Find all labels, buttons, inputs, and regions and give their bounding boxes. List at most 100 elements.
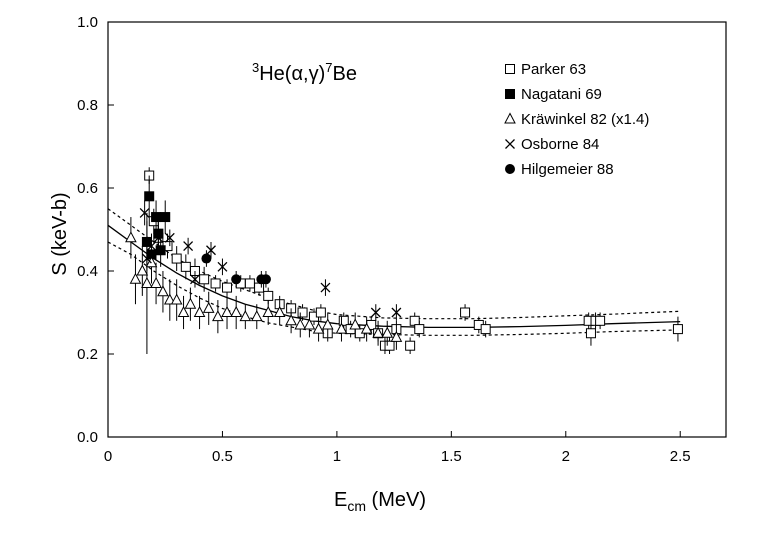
y-tick-label: 0.0 <box>77 429 98 446</box>
lower-band <box>107 241 681 336</box>
data-point <box>321 318 334 330</box>
data-point <box>177 305 190 317</box>
data-point <box>141 276 153 288</box>
data-point <box>414 324 425 335</box>
data-point <box>217 261 228 272</box>
series-kr-winkel-82-x1-4 <box>125 212 403 354</box>
data-point <box>125 231 137 243</box>
data-point <box>349 318 362 330</box>
y-tick-label: 0.8 <box>77 97 98 114</box>
legend-marker <box>504 112 516 124</box>
data-point <box>144 191 155 202</box>
data-point <box>391 307 402 318</box>
legend-label: Osborne 84 <box>521 136 599 153</box>
data-point <box>320 282 331 293</box>
legend-label: Hilgemeier 88 <box>521 161 614 178</box>
data-point <box>409 315 420 326</box>
data-point <box>157 285 169 297</box>
y-tick-label: 1.0 <box>77 14 98 31</box>
y-tick-label: 0.2 <box>77 346 98 363</box>
data-point <box>244 278 255 289</box>
data-point <box>184 297 197 309</box>
data-point <box>254 282 265 293</box>
plot-frame <box>107 21 727 438</box>
data-point <box>160 212 171 223</box>
data-point <box>294 318 307 330</box>
data-point <box>151 212 162 223</box>
legend-label: Nagatani 69 <box>521 86 602 103</box>
data-point <box>146 241 157 252</box>
data-point <box>239 310 252 322</box>
y-tick-label: 0.4 <box>77 263 98 280</box>
data-point <box>231 274 242 285</box>
series-hilgemeier-88 <box>201 250 271 288</box>
x-tick-label: 1 <box>333 448 341 465</box>
data-point <box>460 307 471 318</box>
data-point <box>221 305 233 317</box>
data-point <box>139 207 150 218</box>
data-point <box>260 274 271 285</box>
data-point <box>230 305 243 317</box>
data-point <box>201 253 212 264</box>
data-point <box>202 301 215 313</box>
data-point <box>180 261 191 272</box>
data-point <box>212 310 224 322</box>
x-tick-label: 0 <box>104 448 112 465</box>
data-point <box>153 232 164 243</box>
data-point <box>141 253 152 264</box>
data-point <box>338 315 349 326</box>
data-point <box>164 232 175 243</box>
data-point <box>263 290 274 301</box>
legend-marker <box>505 164 515 174</box>
data-point <box>390 330 403 342</box>
data-point <box>193 305 206 317</box>
data-point <box>312 322 325 334</box>
legend: Parker 63 Nagatani 69 Kräwinkel 82 (x1.4) O… <box>504 61 649 178</box>
data-point <box>285 314 297 326</box>
series-osborne-84 <box>139 200 402 321</box>
data-point <box>262 305 275 317</box>
data-point <box>129 272 142 284</box>
data-point <box>171 253 182 264</box>
data-point <box>585 328 596 339</box>
data-point <box>335 322 348 334</box>
data-point <box>190 274 200 285</box>
data-point <box>199 274 210 285</box>
x-tick-label: 2 <box>562 448 570 465</box>
axes: 0.0 0.2 0.4 0.6 0.8 1.0 0 0.5 1 1.5 2 2.5 <box>77 14 691 465</box>
data-point <box>480 324 491 335</box>
y-tick-label: 0.6 <box>77 180 98 197</box>
data-point <box>145 256 158 268</box>
data-point <box>297 307 308 318</box>
data-point <box>250 310 263 322</box>
data-point <box>381 326 394 338</box>
x-tick-label: 0.5 <box>212 448 233 465</box>
data-point <box>372 326 384 338</box>
data-point <box>136 264 149 276</box>
data-point <box>273 305 286 317</box>
data-point <box>155 245 166 256</box>
legend-label: Kräwinkel 82 (x1.4) <box>521 111 649 128</box>
legend-marker <box>505 64 515 74</box>
series-parker-63 <box>144 167 683 354</box>
data-point <box>183 241 194 252</box>
data-point <box>370 307 381 318</box>
data-point <box>210 278 221 289</box>
data-point <box>163 293 176 305</box>
data-point <box>303 318 316 330</box>
data-point <box>384 340 395 351</box>
legend-marker <box>505 139 515 149</box>
data-point <box>315 307 326 318</box>
data-point <box>222 282 233 293</box>
data-point <box>206 245 216 256</box>
data-point <box>595 315 606 326</box>
data-point <box>405 340 416 351</box>
data-point <box>672 324 683 335</box>
reaction-annotation: 3He(α,γ)7Be <box>252 60 357 85</box>
data-point <box>360 322 373 334</box>
fit-curve <box>107 224 681 329</box>
legend-label: Parker 63 <box>521 61 586 78</box>
legend-marker <box>505 89 515 99</box>
x-tick-label: 2.5 <box>670 448 691 465</box>
